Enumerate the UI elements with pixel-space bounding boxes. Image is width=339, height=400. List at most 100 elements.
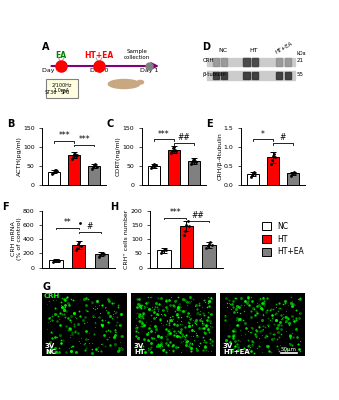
Bar bbox=[284, 72, 291, 79]
Point bbox=[101, 251, 107, 258]
Bar bbox=[48, 172, 60, 185]
Text: H: H bbox=[110, 202, 118, 212]
Bar bbox=[221, 58, 227, 66]
Point bbox=[249, 172, 255, 178]
Text: A: A bbox=[42, 42, 50, 52]
Point bbox=[268, 161, 273, 167]
Point bbox=[190, 159, 195, 165]
Bar bbox=[180, 226, 193, 268]
Text: *: * bbox=[261, 130, 265, 138]
Point bbox=[69, 156, 75, 162]
Bar bbox=[49, 260, 63, 268]
Point bbox=[53, 166, 59, 173]
Point bbox=[250, 170, 256, 177]
Point bbox=[272, 150, 277, 157]
Point bbox=[292, 168, 297, 175]
Point bbox=[74, 152, 80, 158]
Point bbox=[89, 166, 95, 172]
Point bbox=[186, 223, 192, 230]
Point bbox=[188, 161, 194, 167]
Text: D: D bbox=[202, 42, 210, 52]
Text: 50μm: 50μm bbox=[281, 347, 297, 352]
Point bbox=[70, 154, 76, 161]
Bar bbox=[207, 58, 295, 66]
Point bbox=[51, 168, 57, 175]
Text: 55: 55 bbox=[297, 72, 304, 77]
Text: 21: 21 bbox=[297, 58, 304, 63]
Bar bbox=[243, 58, 250, 66]
Point bbox=[152, 161, 157, 168]
Ellipse shape bbox=[108, 80, 140, 88]
Point bbox=[168, 149, 174, 156]
Bar bbox=[252, 58, 258, 66]
Point bbox=[206, 241, 212, 248]
Text: #: # bbox=[87, 222, 93, 231]
Text: β-tubulin: β-tubulin bbox=[202, 72, 226, 77]
Ellipse shape bbox=[137, 80, 143, 84]
Point bbox=[51, 259, 56, 265]
Point bbox=[98, 250, 103, 257]
Text: ##: ## bbox=[192, 211, 204, 220]
Text: ***: *** bbox=[169, 208, 181, 217]
Text: HT: HT bbox=[134, 349, 145, 355]
Point bbox=[288, 172, 293, 179]
Point bbox=[293, 170, 298, 177]
Point bbox=[54, 256, 59, 263]
Bar bbox=[284, 58, 291, 66]
Bar bbox=[276, 72, 282, 79]
Point bbox=[151, 162, 156, 168]
Point bbox=[71, 151, 77, 158]
Text: 3V: 3V bbox=[222, 344, 232, 350]
Point bbox=[92, 161, 98, 167]
Text: Day -1: Day -1 bbox=[42, 68, 63, 73]
Text: NC: NC bbox=[45, 349, 56, 355]
Point bbox=[49, 171, 55, 177]
Point bbox=[78, 220, 83, 227]
Point bbox=[77, 239, 82, 245]
Point bbox=[50, 170, 56, 176]
Bar bbox=[202, 245, 216, 268]
Text: ##: ## bbox=[177, 133, 190, 142]
Point bbox=[97, 252, 102, 259]
Text: ***: *** bbox=[59, 132, 70, 140]
Point bbox=[73, 153, 79, 160]
Point bbox=[153, 163, 158, 169]
Point bbox=[162, 246, 168, 252]
Text: C: C bbox=[106, 119, 114, 129]
Point bbox=[184, 222, 189, 228]
Point bbox=[53, 257, 58, 263]
Legend: NC, HT, HT+EA: NC, HT, HT+EA bbox=[262, 222, 304, 256]
Point bbox=[172, 144, 177, 150]
Text: CRH: CRH bbox=[202, 58, 214, 63]
Bar bbox=[207, 72, 295, 80]
Point bbox=[185, 218, 191, 224]
Text: 3V: 3V bbox=[133, 344, 143, 350]
Y-axis label: CRH mRNA
(% of control): CRH mRNA (% of control) bbox=[11, 218, 22, 260]
Point bbox=[273, 154, 278, 161]
Point bbox=[56, 257, 61, 264]
Point bbox=[72, 150, 78, 157]
Text: Day 0: Day 0 bbox=[90, 68, 108, 73]
Bar bbox=[88, 166, 100, 185]
Bar bbox=[213, 72, 219, 79]
Text: ST36: ST36 bbox=[45, 90, 57, 95]
Text: HT+EA: HT+EA bbox=[275, 40, 294, 54]
Bar bbox=[72, 245, 85, 268]
Point bbox=[158, 250, 164, 256]
Text: ***: *** bbox=[158, 130, 170, 138]
Text: **: ** bbox=[63, 218, 71, 227]
Point bbox=[74, 244, 80, 251]
Bar bbox=[68, 155, 80, 185]
Point bbox=[75, 241, 81, 247]
Point bbox=[248, 174, 253, 180]
Y-axis label: CRH⁺ cells number: CRH⁺ cells number bbox=[124, 210, 129, 269]
Text: kDa: kDa bbox=[297, 51, 306, 56]
Point bbox=[170, 148, 175, 154]
Bar bbox=[243, 72, 250, 79]
Point bbox=[171, 144, 176, 151]
Text: SP6: SP6 bbox=[61, 90, 70, 95]
Text: B: B bbox=[7, 119, 15, 129]
Bar bbox=[157, 250, 171, 268]
Text: #: # bbox=[280, 133, 286, 142]
Point bbox=[191, 157, 196, 163]
